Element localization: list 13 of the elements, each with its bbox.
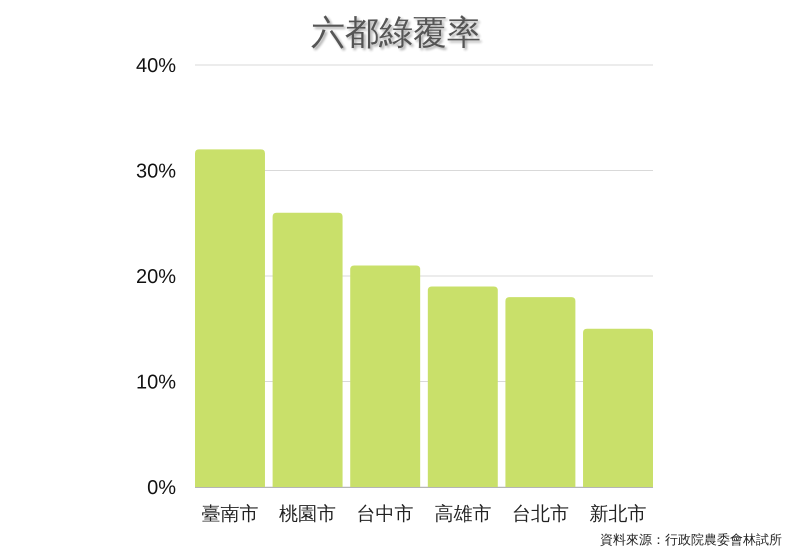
annotation: 資料來源：行政院農委會林試所 (600, 532, 782, 547)
ytick-label: 40% (136, 55, 176, 77)
x-label: 台中市 (356, 504, 414, 525)
x-label: 新北市 (590, 504, 647, 525)
x-label: 臺南市 (201, 504, 258, 525)
ytick-label: 30% (136, 160, 176, 182)
x-label: 台北市 (512, 504, 569, 525)
x-label: 高雄市 (434, 504, 492, 525)
ytick-label: 0% (147, 477, 176, 499)
x-label: 桃園市 (279, 504, 336, 525)
ytick-label: 10% (136, 372, 176, 394)
title: 六都綠覆率 (311, 14, 481, 52)
ytick-label: 20% (136, 266, 176, 288)
